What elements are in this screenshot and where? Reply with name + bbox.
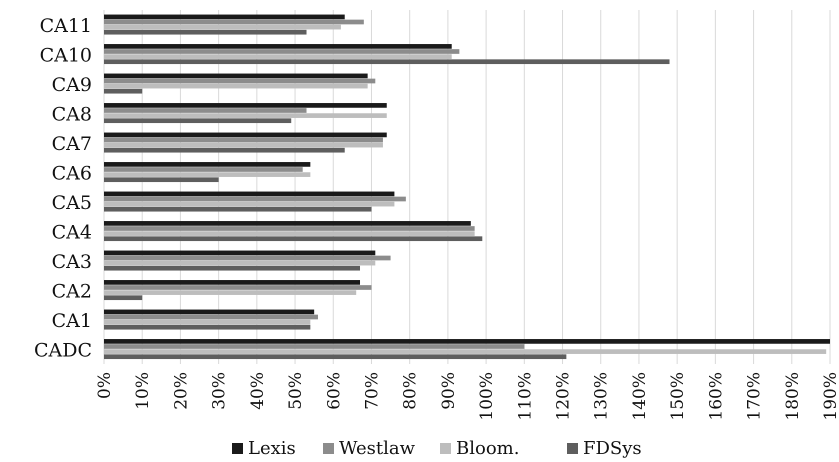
bar (104, 309, 315, 315)
bar (104, 201, 395, 207)
bar (104, 142, 383, 148)
x-tick-label: 190% (821, 372, 839, 421)
bar (104, 344, 525, 349)
category-label: CA4 (52, 221, 92, 243)
bar (104, 260, 376, 266)
bar (104, 78, 376, 84)
category-label: CA5 (52, 192, 92, 214)
category-label: CA10 (40, 44, 92, 66)
x-tick-label: 130% (592, 372, 612, 421)
legend-label: FDSys (583, 438, 642, 459)
category-label: CA9 (52, 74, 92, 96)
bar (104, 250, 376, 256)
bar (104, 206, 372, 212)
bar (104, 118, 292, 124)
bar (104, 132, 387, 138)
x-tick-label: 80% (401, 372, 421, 410)
bar (104, 221, 471, 226)
x-tick-label: 10% (133, 372, 153, 410)
category-label: CA1 (52, 310, 92, 332)
x-tick-label: 60% (324, 372, 344, 410)
bar (104, 103, 387, 108)
category-label: CA8 (52, 103, 92, 125)
legend-swatch (567, 443, 578, 454)
bar (104, 339, 830, 344)
bar (104, 83, 368, 89)
legend-label: Bloom. (456, 438, 519, 459)
category-label: CA6 (52, 162, 92, 184)
bar (104, 255, 391, 261)
x-tick-label: 50% (286, 372, 306, 410)
x-tick-label: 110% (515, 372, 535, 421)
legend-label: Westlaw (339, 438, 416, 459)
category-label: CA7 (52, 133, 92, 155)
bar (104, 314, 318, 320)
legend: Lexis Westlaw Bloom. FDSys (232, 438, 642, 459)
x-tick-label: 20% (171, 372, 191, 410)
bar (104, 113, 387, 118)
legend-swatch (440, 443, 451, 454)
bar (104, 108, 307, 113)
bar (104, 54, 452, 59)
bar (104, 172, 311, 177)
x-tick-label: 150% (668, 372, 688, 421)
bar (104, 24, 341, 30)
bar (104, 196, 406, 202)
bar (104, 147, 345, 153)
x-tick-label: 100% (477, 372, 497, 421)
bar (104, 177, 219, 183)
bar (104, 59, 670, 65)
bar (104, 137, 383, 143)
bar (104, 162, 311, 167)
bar (104, 236, 483, 242)
bar (104, 354, 567, 360)
bars (104, 14, 830, 360)
x-tick-label: 170% (745, 372, 765, 421)
bar (104, 88, 143, 94)
bar (104, 29, 307, 35)
x-tick-label: 140% (630, 372, 650, 421)
category-label: CA11 (40, 15, 92, 37)
x-tick-label: 0% (95, 372, 115, 399)
bar (104, 290, 357, 295)
bar (104, 319, 311, 325)
legend-swatch (232, 443, 243, 454)
bar (104, 49, 460, 54)
legend-swatch (323, 443, 334, 454)
category-label: CA3 (52, 251, 92, 273)
x-tick-label: 120% (554, 372, 574, 421)
x-tick-label: 160% (706, 372, 726, 421)
bar (104, 231, 475, 236)
bar (104, 226, 475, 231)
bar (104, 14, 345, 20)
bar (104, 167, 303, 172)
bar (104, 265, 361, 271)
bar (104, 295, 143, 301)
bar (104, 285, 372, 290)
category-labels: CA11 CA10 CA9 CA8 CA7 CA6 CA5 CA4 CA3 CA2 CA1 CADC (34, 15, 92, 362)
gridlines (103, 10, 831, 364)
bar (104, 44, 452, 49)
category-label: CADC (34, 339, 92, 361)
category-label: CA2 (52, 280, 92, 302)
x-tick-label: 30% (210, 372, 230, 410)
bar (104, 19, 364, 25)
x-tick-label: 40% (248, 372, 268, 410)
x-tick-label: 180% (783, 372, 803, 421)
bar (104, 349, 827, 354)
x-tick-label: 70% (362, 372, 382, 410)
bar (104, 324, 311, 330)
bar (104, 73, 368, 79)
legend-label: Lexis (248, 438, 296, 459)
x-tick-labels: 0% 10% 20% 30% 40% 50% 60% 70% 80% 90% 100% 110% 120… (95, 372, 839, 421)
bar (104, 280, 361, 285)
x-tick-label: 90% (439, 372, 459, 410)
bar (104, 191, 395, 197)
